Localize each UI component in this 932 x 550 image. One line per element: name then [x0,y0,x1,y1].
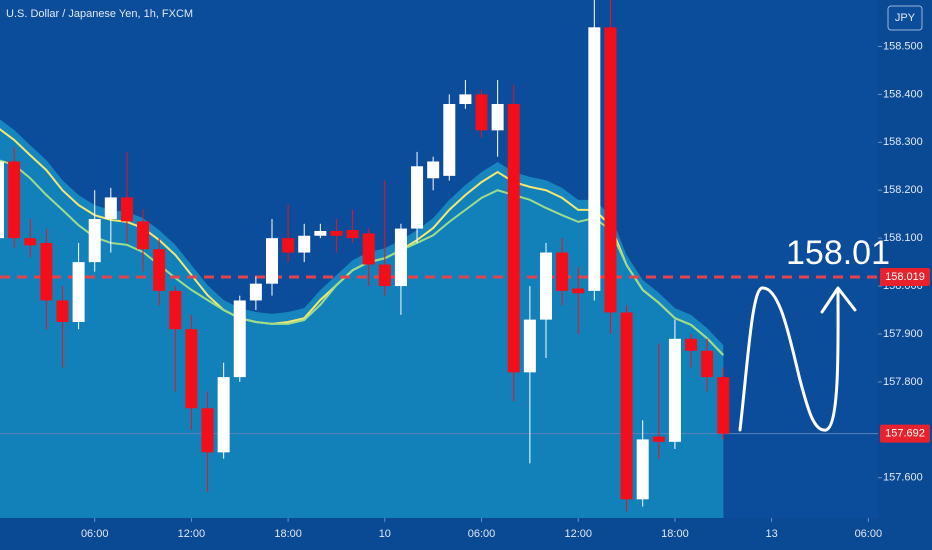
candle-body [685,338,698,351]
x-tick-label: 06:00 [468,528,496,540]
y-tick-label: 158.500 [883,40,923,52]
candle-body [298,235,311,253]
candle-body [24,238,37,246]
price-badge-label: 157.692 [885,428,925,440]
candle-body [120,197,133,222]
candle-body [233,300,246,378]
candle-body [137,221,150,250]
y-tick-label: 157.900 [883,328,923,340]
x-tick-label: 18:00 [274,528,302,540]
x-tick-label: 06:00 [855,528,883,540]
x-tick-label: 12:00 [564,528,592,540]
candle-body [330,230,343,236]
y-tick-label: 157.800 [883,376,923,388]
candle-body [8,161,21,239]
candle-body [378,264,391,287]
candle-body [475,94,488,131]
arrow-head [820,286,857,314]
y-tick-label: 158.400 [883,88,923,100]
candle-body [88,218,101,263]
candle-body [411,166,424,229]
candle-body [362,233,375,265]
candle-body [153,249,166,291]
candle-body [459,94,472,104]
x-tick-label: 10 [379,528,391,540]
candle-body [572,288,585,294]
x-tick-label: 13 [766,528,778,540]
candle-body [249,283,262,301]
hand-drawn-arrow [738,286,840,432]
candle-body [701,350,714,378]
candle-body [491,103,504,131]
candle-body [394,228,407,287]
y-tick-label: 158.200 [883,184,923,196]
price-badge-label: 158.019 [885,271,925,283]
candle-body [443,103,456,176]
candle-body [427,161,440,179]
candle-body [668,338,681,442]
candle-body [604,27,617,313]
candle-body [72,262,85,323]
x-tick-label: 18:00 [661,528,689,540]
ma-line [0,159,724,356]
candle-body [201,408,214,453]
x-tick-label: 12:00 [178,528,206,540]
price-badge [880,267,930,286]
chart-title: U.S. Dollar / Japanese Yen, 1h, FXCM [6,8,193,20]
candle-body [265,238,278,284]
candle-body [346,230,359,239]
time-axis-panel [0,518,932,550]
ma-area [0,129,724,518]
currency: JPY [895,12,916,24]
candle-body [40,242,53,301]
candle-body [282,238,295,253]
x-tick-label: 06:00 [81,528,109,540]
candle-body [539,252,552,320]
candle-body [56,300,69,323]
candle-body [314,230,327,236]
candle-body [523,319,536,373]
y-tick-label: 158.300 [883,136,923,148]
y-tick-label: 158.100 [883,232,923,244]
candle-body [652,436,665,442]
candle-body [507,103,520,373]
candle-body [104,197,117,219]
candle-body [556,252,569,291]
y-tick-label: 157.600 [883,472,923,484]
candle-body [217,377,230,453]
currency-box[interactable] [887,5,923,31]
target-annotation: 158.01 [786,234,890,272]
candle-body [717,377,730,434]
candle-body [185,329,198,409]
candle-body [588,27,601,291]
candle-body [620,312,633,500]
price-badge [880,424,930,443]
candle-body [636,439,649,500]
candle-body [169,290,182,330]
candle-body [0,161,5,239]
